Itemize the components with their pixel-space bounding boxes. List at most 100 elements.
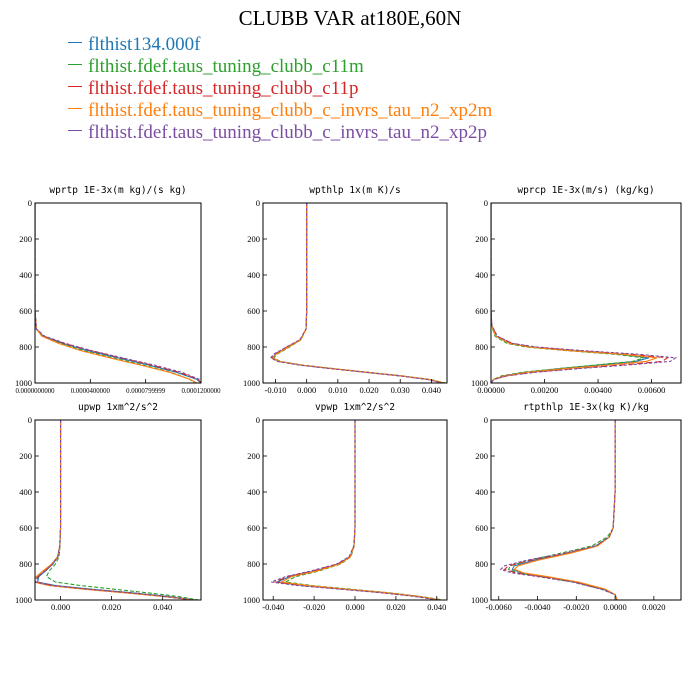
xtick-label-1-3: 0.020 — [359, 385, 378, 395]
legend-label-2: flthist.fdef.taus_tuning_clubb_c11p — [88, 78, 359, 99]
xtick-label-1-0: -0.010 — [264, 385, 286, 395]
legend-item-0: flthist134.000f — [68, 34, 492, 56]
ytick-label-2-2: 400 — [475, 270, 488, 280]
series-line-3-0 — [36, 420, 196, 600]
ytick-label-0-4: 800 — [19, 342, 32, 352]
ytick-label-0-3: 600 — [19, 306, 32, 316]
legend-swatch-1 — [68, 64, 82, 66]
xtick-label-1-4: 0.030 — [391, 385, 410, 395]
xtick-label-5-3: 0.0000 — [603, 602, 626, 612]
series-line-5-3 — [513, 420, 618, 600]
legend-swatch-3 — [68, 108, 82, 110]
ytick-label-1-5: 1000 — [243, 378, 260, 388]
series-line-1-2 — [270, 203, 444, 383]
legend-item-2: flthist.fdef.taus_tuning_clubb_c11p — [68, 78, 492, 100]
series-line-0-4 — [35, 203, 201, 383]
xtick-label-0-3: 0.0001200000 — [181, 388, 221, 395]
ytick-label-4-1: 200 — [247, 451, 260, 461]
xtick-label-0-2: 0.0000799999 — [126, 388, 166, 395]
xtick-label-1-1: 0.000 — [297, 385, 316, 395]
xtick-label-2-1: 0.00200 — [531, 385, 559, 395]
ytick-label-2-4: 800 — [475, 342, 488, 352]
legend-label-4: flthist.fdef.taus_tuning_clubb_c_invrs_t… — [88, 122, 487, 143]
panel-2: wprcp 1E-3x(m/s) (kg/kg) 0 200 400 600 800 100… — [471, 185, 682, 395]
xtick-label-4-0: -0.040 — [262, 602, 284, 612]
legend-swatch-0 — [68, 42, 82, 44]
legend: flthist134.000f flthist.fdef.taus_tuning… — [68, 34, 492, 144]
xtick-label-4-2: 0.000 — [345, 602, 364, 612]
panel-title-1: wpthlp 1x(m K)/s — [309, 185, 401, 196]
series-line-2-1 — [491, 203, 644, 383]
legend-label-0: flthist134.000f — [88, 34, 201, 55]
ytick-label-1-3: 600 — [247, 306, 260, 316]
panel-title-5: rtpthlp 1E-3x(kg K)/kg — [523, 402, 649, 413]
panel-frame-5 — [490, 419, 682, 601]
legend-swatch-2 — [68, 86, 82, 88]
ytick-label-3-1: 200 — [19, 451, 32, 461]
xtick-label-2-2: 0.00400 — [584, 385, 612, 395]
xtick-label-5-0: -0.0060 — [486, 602, 512, 612]
ytick-label-1-4: 800 — [247, 342, 260, 352]
ytick-label-2-1: 200 — [475, 234, 488, 244]
legend-label-3: flthist.fdef.taus_tuning_clubb_c_invrs_t… — [88, 100, 493, 121]
series-line-0-2 — [35, 203, 201, 383]
panel-3: upwp 1xm^2/s^2 0 200 400 600 800 1000 0.000 0.02… — [15, 402, 202, 612]
series-line-0-0 — [35, 203, 201, 383]
panel-0: wprtp 1E-3x(m kg)/(s kg) 0 200 400 600 800 100… — [15, 185, 221, 395]
ytick-label-3-5: 1000 — [15, 595, 32, 605]
panel-4: vpwp 1xm^2/s^2 0 200 400 600 800 1000-0.040 -0.… — [243, 402, 448, 612]
xtick-label-5-1: -0.0040 — [524, 602, 550, 612]
series-line-1-1 — [273, 203, 446, 383]
ytick-label-0-2: 400 — [19, 270, 32, 280]
panel-1: wpthlp 1x(m K)/s 0 200 400 600 800 1000 -0.010 0… — [243, 185, 448, 395]
ytick-label-3-3: 600 — [19, 523, 32, 533]
ytick-label-4-2: 400 — [247, 487, 260, 497]
series-line-1-4 — [269, 203, 443, 383]
ytick-label-0-5: 1000 — [15, 378, 32, 388]
ytick-label-1-0: 0 — [256, 198, 260, 208]
series-line-1-0 — [271, 203, 445, 383]
xtick-label-3-0: 0.000 — [51, 602, 70, 612]
series-line-1-3 — [272, 203, 445, 383]
ytick-label-5-3: 600 — [475, 523, 488, 533]
legend-swatch-4 — [68, 130, 82, 132]
xtick-label-5-4: 0.0020 — [642, 602, 665, 612]
series-line-0-3 — [35, 203, 198, 383]
xtick-label-3-2: 0.040 — [153, 602, 172, 612]
ytick-label-2-5: 1000 — [471, 378, 488, 388]
ytick-label-4-4: 800 — [247, 559, 260, 569]
panel-frame-2 — [490, 202, 682, 384]
legend-label-1: flthist.fdef.taus_tuning_clubb_c11m — [88, 56, 364, 77]
ytick-label-5-0: 0 — [484, 415, 488, 425]
series-line-2-4 — [491, 203, 678, 383]
panel-title-4: vpwp 1xm^2/s^2 — [315, 402, 395, 413]
ytick-label-3-0: 0 — [28, 415, 32, 425]
series-line-5-0 — [511, 420, 618, 600]
panel-title-2: wprcp 1E-3x(m/s) (kg/kg) — [517, 185, 654, 196]
panel-5: rtpthlp 1E-3x(kg K)/kg02004006008001000-… — [471, 402, 682, 612]
legend-item-4: flthist.fdef.taus_tuning_clubb_c_invrs_t… — [68, 122, 492, 144]
xtick-label-1-2: 0.010 — [328, 385, 347, 395]
legend-item-1: flthist.fdef.taus_tuning_clubb_c11m — [68, 56, 492, 78]
legend-item-3: flthist.fdef.taus_tuning_clubb_c_invrs_t… — [68, 100, 492, 122]
xtick-label-3-1: 0.020 — [102, 602, 121, 612]
series-line-2-3 — [491, 203, 658, 383]
ytick-label-5-5: 1000 — [471, 595, 488, 605]
ytick-label-2-3: 600 — [475, 306, 488, 316]
xtick-label-2-0: 0.00000 — [477, 385, 505, 395]
xtick-label-1-5: 0.040 — [422, 385, 441, 395]
series-line-3-4 — [35, 420, 193, 600]
panel-frame-0 — [34, 202, 202, 384]
xtick-label-4-4: 0.040 — [427, 602, 446, 612]
xtick-label-0-0: 0.0000000000 — [15, 388, 55, 395]
ytick-label-3-2: 400 — [19, 487, 32, 497]
panel-title-0: wprtp 1E-3x(m kg)/(s kg) — [49, 185, 186, 196]
ytick-label-5-1: 200 — [475, 451, 488, 461]
xtick-label-4-1: -0.020 — [303, 602, 325, 612]
ytick-label-1-1: 200 — [247, 234, 260, 244]
panel-title-3: upwp 1xm^2/s^2 — [78, 402, 158, 413]
panel-frame-3 — [34, 419, 202, 601]
ytick-label-0-0: 0 — [28, 198, 32, 208]
